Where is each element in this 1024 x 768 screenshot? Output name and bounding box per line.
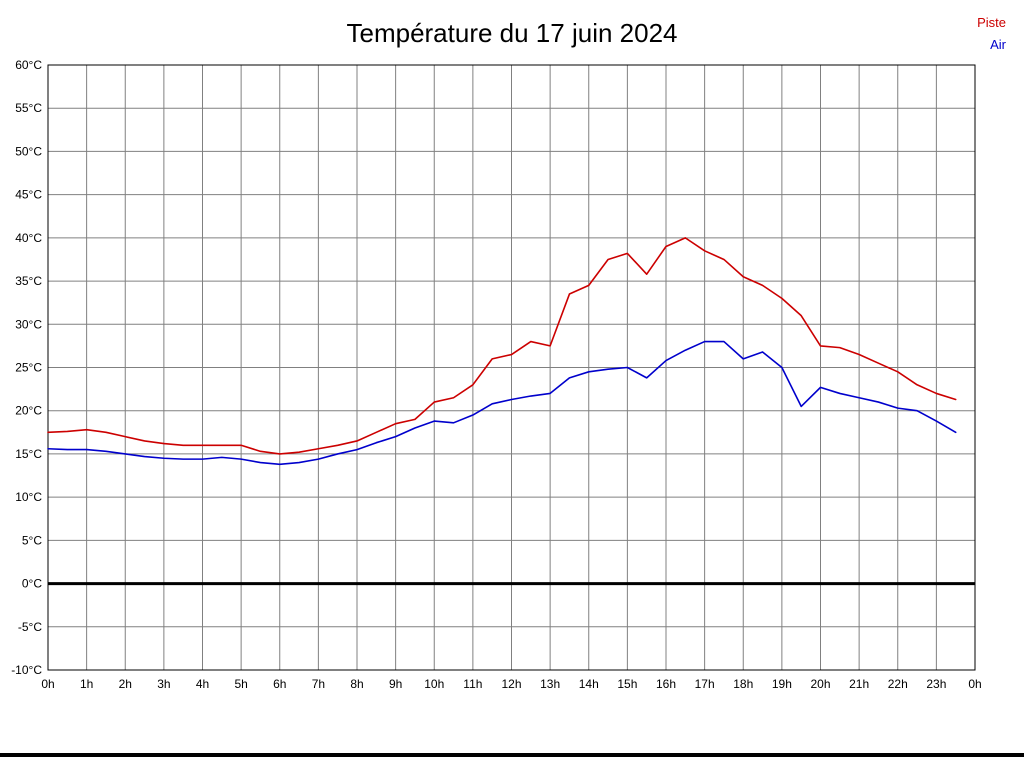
x-tick-label: 17h xyxy=(695,677,715,691)
series-line-piste xyxy=(47,237,957,455)
x-tick-label: 2h xyxy=(119,677,132,691)
y-tick-label: 35°C xyxy=(15,274,42,288)
legend-item-air: Air xyxy=(990,37,1006,52)
y-tick-label: -10°C xyxy=(11,663,42,677)
legend-item-piste: Piste xyxy=(977,15,1006,30)
x-tick-label: 5h xyxy=(234,677,247,691)
y-tick-label: 20°C xyxy=(15,404,42,418)
x-tick-label: 9h xyxy=(389,677,402,691)
x-tick-label: 14h xyxy=(579,677,599,691)
chart-title: Température du 17 juin 2024 xyxy=(346,18,678,48)
x-tick-label: 15h xyxy=(617,677,637,691)
x-tick-label: 11h xyxy=(463,677,482,691)
y-tick-label: -5°C xyxy=(18,620,42,634)
x-tick-label: 23h xyxy=(926,677,946,691)
x-tick-label: 6h xyxy=(273,677,286,691)
x-tick-label: 0h xyxy=(968,677,981,691)
y-tick-label: 45°C xyxy=(15,188,42,202)
x-tick-label: 7h xyxy=(312,677,325,691)
y-tick-label: 30°C xyxy=(15,317,42,331)
x-tick-label: 12h xyxy=(501,677,521,691)
x-tick-label: 19h xyxy=(772,677,792,691)
y-tick-label: 5°C xyxy=(22,533,42,547)
chart-legend: Piste Air xyxy=(977,12,1006,56)
x-tick-label: 3h xyxy=(157,677,170,691)
y-tick-label: 0°C xyxy=(22,577,42,591)
x-tick-label: 10h xyxy=(424,677,444,691)
x-tick-label: 20h xyxy=(810,677,830,691)
x-tick-label: 4h xyxy=(196,677,209,691)
x-tick-label: 21h xyxy=(849,677,869,691)
y-tick-label: 50°C xyxy=(15,144,42,158)
footer-rule xyxy=(0,753,1024,757)
x-tick-label: 16h xyxy=(656,677,676,691)
y-tick-label: 40°C xyxy=(15,231,42,245)
y-tick-label: 15°C xyxy=(15,447,42,461)
x-tick-label: 13h xyxy=(540,677,560,691)
plot-border xyxy=(47,64,976,671)
x-tick-label: 22h xyxy=(888,677,908,691)
x-tick-label: 1h xyxy=(80,677,93,691)
x-tick-label: 8h xyxy=(350,677,363,691)
x-tick-label: 18h xyxy=(733,677,753,691)
temperature-chart: 60°C 55°C 50°C 45°C 40°C 35°C 30°C 25°C 20°C 15°C… xyxy=(11,58,981,691)
series-line-air xyxy=(47,340,957,466)
y-tick-label: 10°C xyxy=(15,490,42,504)
y-tick-label: 25°C xyxy=(15,361,42,375)
x-tick-label: 0h xyxy=(41,677,54,691)
y-tick-label: 60°C xyxy=(15,58,42,72)
y-tick-label: 55°C xyxy=(15,101,42,115)
